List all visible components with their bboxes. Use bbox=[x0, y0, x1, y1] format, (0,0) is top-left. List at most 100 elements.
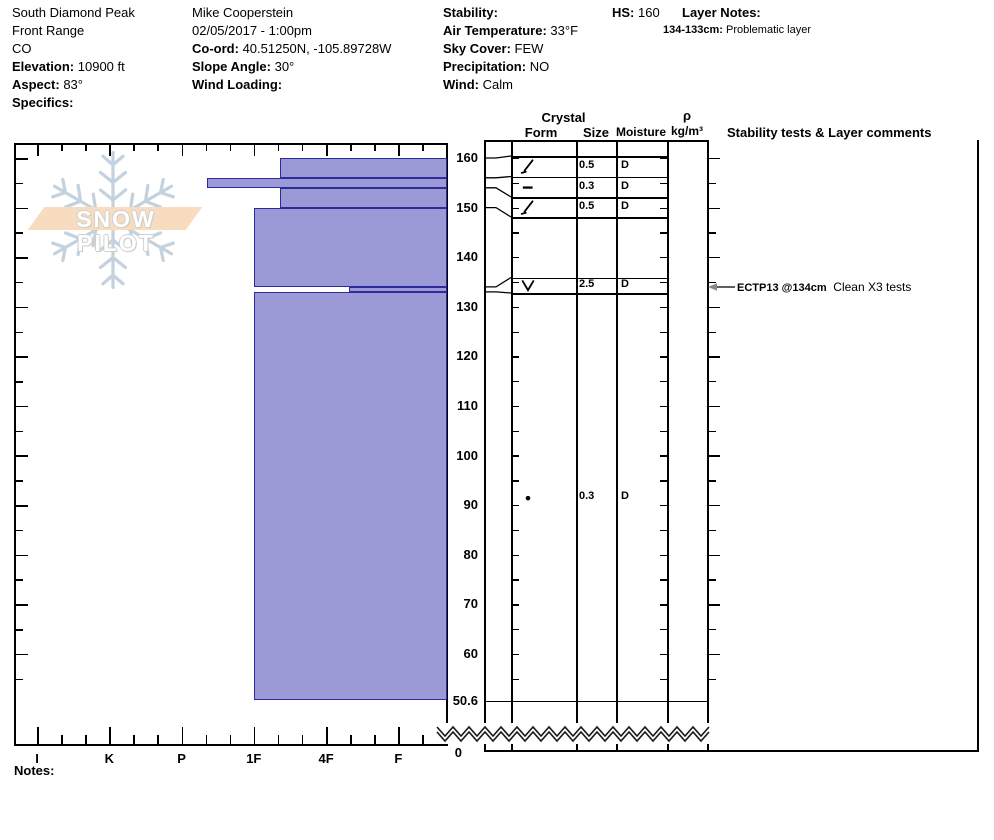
depth-tick-left bbox=[16, 554, 28, 557]
annotation-arrowhead-icon bbox=[708, 283, 717, 291]
aspect-value: 83° bbox=[63, 77, 83, 92]
hardness-tick-bottom bbox=[253, 727, 256, 744]
pit-state: CO bbox=[12, 41, 32, 56]
notes-label: Notes: bbox=[14, 763, 55, 778]
moisture-column-tick bbox=[660, 678, 667, 680]
moisture-column-tick bbox=[660, 281, 667, 284]
snowflake-icon bbox=[51, 150, 175, 290]
layer-note-item: 134-133cm: Problematic layer bbox=[663, 24, 811, 36]
wind-loading-line: Wind Loading: bbox=[192, 76, 391, 94]
density-column-tick bbox=[708, 455, 720, 457]
hs-value: 160 bbox=[638, 5, 660, 20]
specifics-line: Specifics: bbox=[12, 94, 135, 112]
layer-connector bbox=[484, 206, 512, 218]
moisture-column-tick bbox=[660, 381, 667, 383]
table-vertical-line bbox=[576, 140, 578, 750]
aspect-label: Aspect: bbox=[12, 77, 60, 92]
depth-tick-left bbox=[16, 505, 28, 507]
form-column-tick bbox=[512, 505, 519, 507]
hardness-tick-bottom bbox=[157, 735, 159, 744]
comments-right-border bbox=[977, 140, 979, 750]
wind-label: Wind: bbox=[443, 77, 479, 92]
depth-label: 100 bbox=[456, 447, 478, 463]
elevation-label: Elevation: bbox=[12, 59, 75, 74]
depth-tick-left bbox=[16, 579, 23, 581]
form-column-tick bbox=[512, 529, 519, 532]
moisture-column-tick bbox=[660, 529, 667, 532]
form-column-tick bbox=[512, 257, 519, 259]
wind-loading-label: Wind Loading: bbox=[192, 77, 283, 92]
depth-label: 150 bbox=[456, 199, 478, 215]
hardness-tick-bottom bbox=[374, 735, 376, 744]
hardness-label: F bbox=[394, 751, 403, 766]
moisture-column-tick bbox=[660, 331, 667, 333]
density-column-tick bbox=[708, 505, 720, 507]
hardness-tick-bottom bbox=[181, 727, 184, 744]
layer-row-line bbox=[511, 277, 667, 279]
precipitation-line: Precipitation: NO bbox=[443, 58, 578, 76]
stability-test-result: ECTP13 @134cm bbox=[737, 282, 827, 294]
density-column-tick bbox=[708, 158, 720, 160]
depth-tick-left bbox=[16, 604, 28, 606]
hardness-tick-bottom bbox=[37, 727, 39, 744]
depth-label: 130 bbox=[456, 298, 478, 314]
depth-tick-left bbox=[16, 678, 23, 681]
header-hs: HS: 160 bbox=[612, 4, 660, 22]
slope-angle-label: Slope Angle: bbox=[192, 59, 271, 74]
depth-tick-left bbox=[16, 455, 28, 457]
hs-label: HS: bbox=[612, 5, 635, 20]
air-temp-line: Air Temperature: 33°F bbox=[443, 22, 578, 40]
comments-column-header: Stability tests & Layer comments bbox=[727, 125, 932, 140]
depth-tick-left bbox=[16, 306, 28, 309]
depth-tick-left bbox=[16, 331, 23, 334]
sh-grain-icon bbox=[521, 280, 535, 293]
moisture-column-tick bbox=[660, 257, 667, 259]
density-column-tick bbox=[708, 207, 720, 209]
layer-row-line bbox=[511, 217, 667, 219]
hardness-tick-bottom bbox=[85, 735, 87, 744]
moisture-column-tick bbox=[660, 405, 667, 408]
moisture-column-tick bbox=[660, 629, 667, 631]
density-column-tick bbox=[708, 281, 716, 284]
form-column-tick bbox=[512, 158, 519, 160]
form-column-tick bbox=[512, 629, 519, 631]
form-column-tick bbox=[512, 232, 519, 234]
dash-grain-icon bbox=[522, 186, 533, 189]
moisture-value: D bbox=[621, 159, 629, 172]
hardness-label: 4F bbox=[318, 751, 334, 766]
table-vertical-line bbox=[667, 140, 669, 750]
hardness-tick-bottom bbox=[301, 735, 304, 744]
stability-test-annotation: ECTP13 @134cm Clean X3 tests bbox=[737, 280, 911, 294]
slope-angle-line: Slope Angle: 30° bbox=[192, 58, 391, 76]
hardness-tick-bottom bbox=[61, 735, 63, 744]
moisture-column-header: Moisture bbox=[615, 125, 666, 139]
layer-connector bbox=[484, 155, 512, 159]
depth-label-zero: 0 bbox=[454, 745, 462, 760]
moisture-column-tick bbox=[660, 554, 667, 556]
layer-row-line bbox=[511, 197, 667, 199]
depth-tick-left bbox=[16, 281, 23, 284]
form-column-tick bbox=[512, 579, 519, 581]
depth-label: 70 bbox=[463, 596, 478, 612]
density-column-tick bbox=[708, 306, 720, 309]
depth-tick-left bbox=[16, 629, 23, 631]
moisture-column-tick bbox=[660, 505, 667, 507]
depth-tick-left bbox=[16, 529, 23, 532]
depth-tick-left bbox=[16, 257, 28, 259]
moisture-column-tick bbox=[660, 182, 667, 185]
logo-wordmark: SNOW PILOT bbox=[76, 206, 156, 256]
grain-form-symbol bbox=[520, 158, 536, 175]
precipitation-label: Precipitation: bbox=[443, 59, 527, 74]
density-column-tick bbox=[708, 430, 716, 432]
hardness-tick-top bbox=[374, 145, 376, 151]
rg-grain-icon bbox=[525, 495, 531, 501]
depth-tick-left bbox=[16, 381, 23, 383]
header-location-column: South Diamond Peak Front Range CO Elevat… bbox=[12, 4, 135, 112]
grain-form-symbol bbox=[520, 277, 536, 293]
layer-note-text: Problematic layer bbox=[726, 24, 811, 36]
sky-cover-value: FEW bbox=[514, 41, 544, 56]
depth-tick-left bbox=[16, 430, 23, 433]
hardness-tick-top bbox=[277, 145, 280, 151]
density-unit-header: kg/m³ bbox=[670, 124, 703, 138]
layer-connector bbox=[484, 276, 512, 288]
